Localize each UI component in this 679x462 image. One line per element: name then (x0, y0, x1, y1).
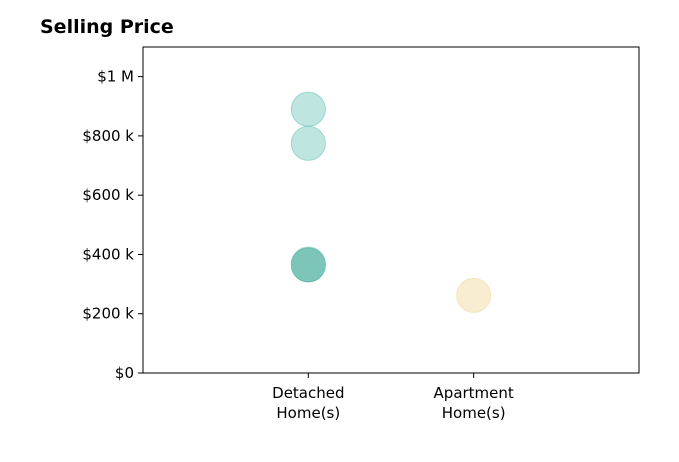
y-axis: $0 $200 k $400 k $600 k $800 k $1 M (82, 68, 143, 382)
chart-title: Selling Price (40, 16, 174, 38)
data-points (290, 91, 492, 313)
x-tick-label: Apartment Home(s) (434, 384, 514, 422)
data-point (456, 277, 492, 313)
y-tick-label: $200 k (82, 305, 134, 323)
x-axis: Detached Home(s) Apartment Home(s) (272, 373, 514, 422)
data-point (290, 125, 326, 161)
x-tick-label-line: Home(s) (276, 404, 340, 422)
x-tick-label: Detached Home(s) (272, 384, 344, 422)
x-tick-label-line: Detached (272, 384, 344, 402)
y-tick-label: $800 k (82, 127, 134, 145)
plot-frame (142, 46, 640, 374)
y-tick-label: $400 k (82, 245, 134, 263)
x-tick-label-line: Apartment (434, 384, 514, 402)
y-tick-label: $1 M (97, 68, 134, 86)
y-tick-label: $0 (115, 364, 134, 382)
data-point (290, 246, 326, 282)
data-point (290, 91, 326, 127)
y-tick-label: $600 k (82, 186, 134, 204)
x-tick-label-line: Home(s) (442, 404, 506, 422)
